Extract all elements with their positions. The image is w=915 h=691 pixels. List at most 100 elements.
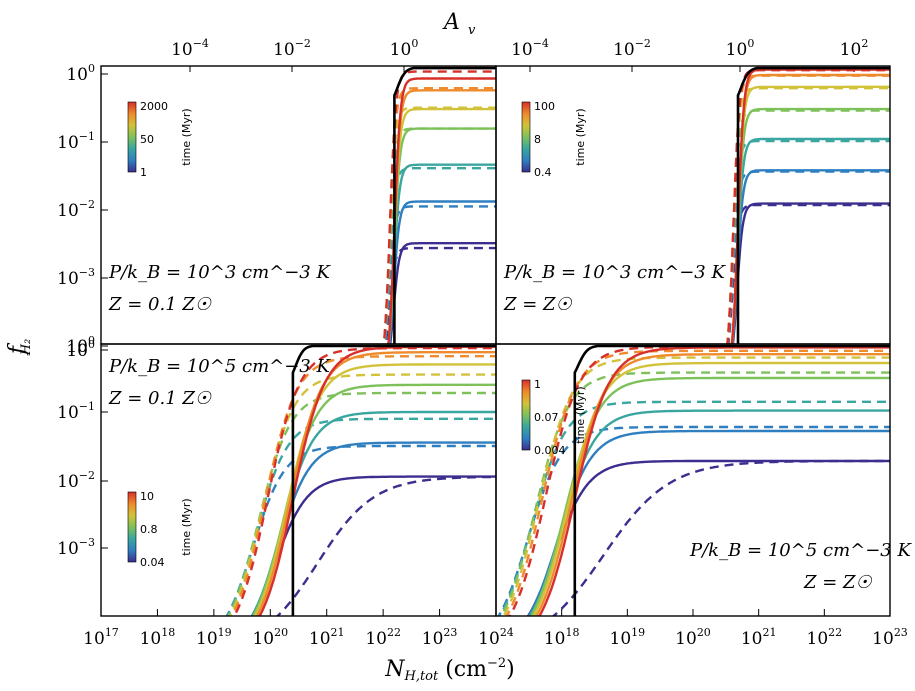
series-dashed-line (727, 203, 890, 344)
colorbar-label: time (Myr) (574, 386, 587, 443)
series-solid-line (730, 137, 890, 344)
colorbar: 100 8 0.4 time (Myr) (521, 100, 587, 179)
series-dashed-line (275, 475, 496, 616)
y-tick-label: 10−3 (57, 266, 95, 289)
colorbar-tick-label: 0.07 (534, 411, 559, 424)
x-tick-label: 1021 (309, 626, 345, 649)
x-tick-label: 1020 (675, 626, 711, 649)
colorbar-tick-label: 10 (140, 490, 154, 503)
colorbar-tick-label: 8 (534, 133, 541, 146)
series-dashed-line (551, 459, 890, 616)
x-tick-label: 1022 (365, 626, 401, 649)
top-tick-label: 10−2 (273, 37, 311, 60)
series-solid-line (250, 441, 496, 616)
metallicity-annotation: Z = Z☉ (803, 572, 873, 593)
pressure-annotation: P/k_B = 10^3 cm^−3 K (503, 262, 726, 283)
series-dashed-line (384, 246, 496, 344)
colorbar-tick-label: 100 (534, 100, 555, 113)
x-tick-label: 1019 (610, 626, 646, 649)
series-dashed-line (498, 400, 890, 616)
x-tick-label: 1021 (741, 626, 777, 649)
colorbar-label: time (Myr) (574, 108, 587, 165)
x-tick-label: 1019 (196, 626, 232, 649)
top-tick-label: 102 (840, 37, 869, 60)
top-axis: A v 10−4 10−2 100 10−4 10−2 100 102 (171, 10, 868, 72)
series-solid-line (387, 127, 496, 344)
metallicity-annotation: Z = 0.1 Z☉ (108, 294, 212, 315)
series-dashed-line (502, 356, 890, 616)
pressure-annotation: P/k_B = 10^5 cm^−3 K (108, 356, 331, 377)
x-tick-label: 1018 (140, 626, 176, 649)
top-tick-label: 100 (726, 37, 755, 60)
metallicity-annotation: Z = Z☉ (503, 294, 573, 315)
colorbar-tick-label: 2000 (140, 100, 168, 113)
series-dashed-line (726, 139, 890, 344)
series-solid-line (730, 73, 890, 344)
colorbar-gradient (521, 101, 531, 173)
x-axis-label: NH,tot (cm−2) (384, 656, 515, 684)
colorbar-tick-label: 50 (140, 133, 154, 146)
equilibrium-line (393, 66, 496, 344)
series-solid-line (731, 202, 890, 344)
series-solid-line (251, 383, 496, 616)
y-tick-label: 10−1 (57, 130, 95, 153)
series-dashed-line (726, 109, 890, 344)
series-dashed-line (233, 346, 496, 616)
x-tick-label: 1017 (83, 626, 119, 649)
panel-3: P/k_B = 10^5 cm^−3 K Z = 0.1 Z☉ 10 0.8 0.04 t… (100, 343, 497, 617)
x-tick-label: 1020 (252, 626, 288, 649)
colorbar-tick-label: 0.04 (140, 556, 165, 569)
series-solid-line (250, 410, 496, 616)
x-tick-label: 1022 (807, 626, 843, 649)
series-solid-line (532, 361, 890, 616)
series-solid-line (730, 85, 890, 344)
series-solid-line (389, 241, 496, 344)
colorbar-gradient (127, 491, 137, 563)
series-dashed-line (726, 74, 890, 344)
y-tick-label: 10−3 (57, 536, 95, 559)
colorbar-tick-label: 1 (534, 378, 541, 391)
series-solid-line (538, 346, 890, 616)
colorbar: 2000 50 1 time (Myr) (127, 100, 193, 179)
top-tick-label: 10−2 (613, 37, 651, 60)
series-dashed-line (382, 86, 496, 344)
pressure-annotation: P/k_B = 10^3 cm^−3 K (108, 262, 331, 283)
y-tick-label: 10−2 (57, 469, 95, 492)
top-axis-label-sub: v (468, 23, 476, 38)
x-tick-label: 1023 (422, 626, 458, 649)
panel-1: P/k_B = 10^3 cm^−3 K Z = 0.1 Z☉ 2000 50 1 tim… (100, 65, 497, 345)
series-solid-line (387, 77, 496, 344)
x-tick-label: 1023 (872, 626, 908, 649)
equilibrium-line (736, 66, 890, 344)
colorbar-tick-label: 1 (140, 166, 147, 179)
top-axis-label: A (442, 10, 460, 35)
series-dashed-line (726, 86, 890, 344)
panel-curves (497, 344, 890, 616)
y-tick-label: 100 (66, 334, 95, 357)
y-tick-label: 100 (66, 62, 95, 85)
panel-2: P/k_B = 10^3 cm^−3 K Z = Z☉ 100 8 0.4 time (M… (495, 65, 891, 345)
colorbar-label: time (Myr) (180, 498, 193, 555)
svg-text:NH,tot (cm−2): NH,tot (cm−2) (384, 656, 515, 684)
colorbar-label: time (Myr) (180, 108, 193, 165)
y-axis-label: f H₂ (5, 339, 34, 357)
series-solid-line (255, 351, 496, 616)
colorbar-tick-label: 0.4 (534, 166, 552, 179)
series-solid-line (730, 68, 890, 344)
x-tick-label: 1018 (544, 626, 580, 649)
series-dashed-line (228, 373, 496, 616)
series-dashed-line (382, 70, 496, 344)
equilibrium-line (573, 344, 890, 616)
series-solid-line (251, 475, 496, 616)
series-solid-line (387, 163, 496, 344)
colorbar-tick-label: 0.8 (140, 523, 158, 536)
panel-curves (726, 66, 890, 344)
equilibrium-line (291, 344, 496, 616)
series-dashed-line (382, 127, 496, 344)
series-solid-line (731, 169, 890, 344)
series-solid-line (529, 376, 890, 616)
series-solid-line (388, 200, 496, 344)
colorbar: 10 0.8 0.04 time (Myr) (127, 490, 193, 569)
svg-text:H₂: H₂ (19, 339, 34, 357)
